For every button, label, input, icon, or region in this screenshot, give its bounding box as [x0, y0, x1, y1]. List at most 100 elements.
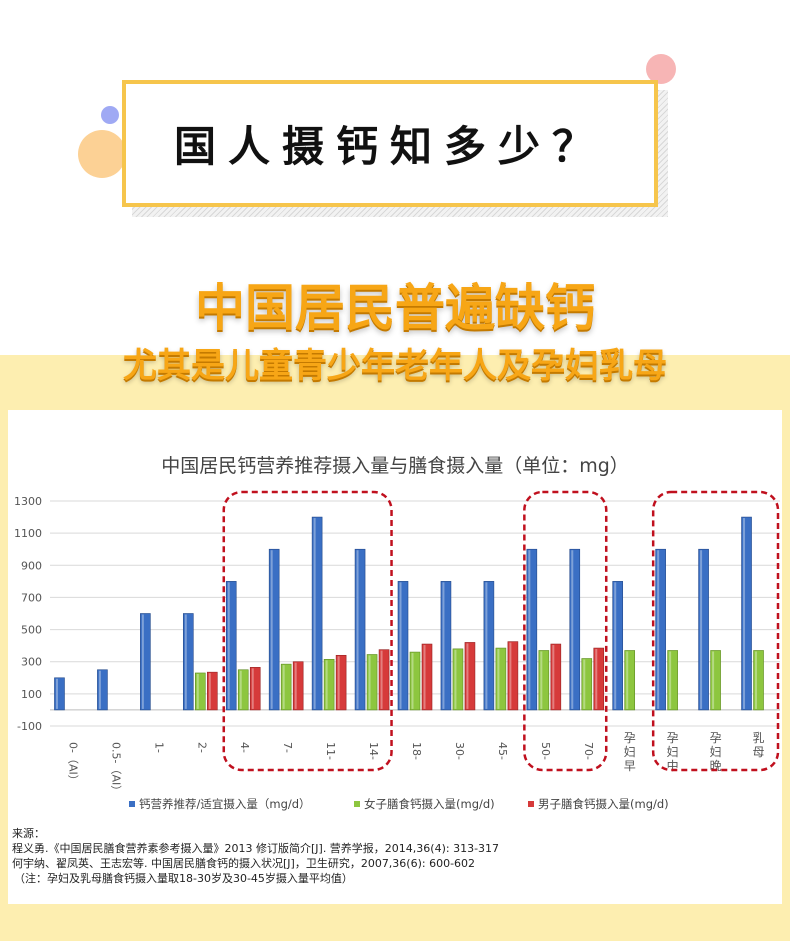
bar-recommended [54, 677, 65, 711]
bar-shine [700, 550, 703, 709]
y-tick-label: 700 [21, 591, 42, 604]
x-tick-label: 孕妇中 [667, 731, 679, 773]
bar-male [507, 641, 519, 711]
bar-shine [294, 662, 297, 709]
highlight-group-box [523, 490, 608, 772]
chart-title: 中国居民钙营养推荐摄入量与膳食摄入量（单位：mg） [161, 455, 629, 477]
bar-recommended [440, 581, 452, 711]
bar-shine [528, 550, 531, 709]
source-ref-2: 何宇纳、翟凤英、王志宏等. 中国居民膳食钙的摄入状况[J]，卫生研究，2007,… [12, 857, 476, 870]
bar-shine [583, 659, 586, 709]
decor-circle-orange [78, 130, 126, 178]
legend-entry: 男子膳食钙摄入量(mg/d) [538, 797, 669, 811]
decor-circle-blue [101, 106, 119, 124]
bar-shine [184, 614, 187, 709]
bar-female [753, 650, 764, 711]
bar-shine [614, 582, 617, 709]
bar-shine [337, 656, 340, 709]
bar-shine [313, 518, 316, 709]
bar-male [335, 654, 347, 711]
bar-male [550, 643, 562, 711]
bar-shine [509, 642, 512, 709]
bar-shine [380, 650, 383, 709]
bar-male [249, 667, 261, 711]
bar-male [421, 643, 433, 711]
bar-recommended [354, 548, 366, 711]
decor-circle-pink [646, 54, 676, 84]
bar-shine [227, 582, 230, 709]
x-tick-label: 50- [539, 742, 552, 760]
bar-shine [399, 582, 402, 709]
bar-shine [239, 670, 242, 709]
highlight-group-box [222, 490, 393, 772]
headline: 中国居民普遍缺钙 [195, 279, 595, 337]
bar-shine [571, 550, 574, 709]
bar-male [292, 661, 304, 711]
x-tick-label: 30- [453, 742, 466, 760]
bar-shine [356, 550, 359, 709]
bar-shine [423, 645, 426, 709]
bar-shine [595, 649, 598, 709]
bar-female [667, 650, 678, 711]
y-tick-label: 1100 [14, 527, 42, 540]
bar-shine [325, 660, 328, 709]
bar-shine [466, 643, 469, 709]
title-box: 国人摄钙知多少？ [122, 80, 658, 207]
bar-shine [55, 678, 58, 709]
bar-male [593, 647, 605, 711]
x-tick-label: 45- [496, 742, 509, 760]
sources-label: 来源： [12, 827, 45, 840]
bar-shine [98, 670, 101, 709]
bar-shine [196, 673, 199, 709]
y-tick-label: 500 [21, 624, 42, 637]
y-tick-label: 900 [21, 559, 42, 572]
bar-female [452, 648, 464, 711]
x-tick-label: 2- [195, 742, 208, 753]
bar-recommended [225, 581, 237, 711]
bar-recommended [612, 581, 624, 711]
bar-recommended [483, 581, 495, 711]
bar-shine [454, 649, 457, 709]
y-tick-label: 100 [21, 688, 42, 701]
bar-shine [497, 649, 500, 709]
bar-female [710, 650, 721, 711]
bar-recommended [182, 613, 194, 711]
x-tick-label: 乳母 [753, 731, 765, 759]
bar-shine [270, 550, 273, 709]
bar-recommended [655, 548, 666, 711]
source-ref-1: 程义勇.《中国居民膳食营养素参考摄入量》2013 修订版简介[J]. 营养学报，… [12, 842, 500, 855]
bar-female [495, 647, 507, 711]
bar-recommended [397, 581, 409, 711]
x-tick-label: 孕妇晚 [710, 731, 722, 773]
y-tick-label: 1300 [14, 495, 42, 508]
bar-shine [251, 668, 254, 709]
bar-female [366, 654, 378, 711]
bar-male [206, 671, 218, 711]
bar-shine [669, 651, 672, 709]
subheadline: 尤其是儿童青少年老年人及孕妇乳母 [123, 346, 667, 386]
bar-female [237, 669, 249, 711]
bar-shine [743, 518, 746, 709]
bar-recommended [97, 669, 108, 711]
x-tick-label: 0-（AI） [66, 742, 79, 786]
bar-shine [368, 655, 371, 709]
bar-recommended [268, 548, 280, 711]
legend-swatch [354, 801, 360, 807]
legend-entry: 女子膳食钙摄入量(mg/d) [364, 797, 495, 811]
bar-recommended [569, 548, 581, 711]
x-tick-label: 1- [152, 742, 165, 753]
highlight-group-box [651, 490, 780, 772]
bar-female [581, 658, 593, 711]
page-title: 国人摄钙知多少？ [173, 122, 606, 171]
bar-female [538, 650, 550, 711]
bar-shine [712, 651, 715, 709]
x-tick-label: 14- [367, 742, 380, 760]
bar-male [378, 649, 390, 711]
bar-shine [141, 614, 144, 709]
bar-shine [552, 645, 555, 709]
bar-female [624, 650, 636, 711]
bar-recommended [741, 516, 752, 711]
bar-recommended [698, 548, 709, 711]
bar-shine [540, 651, 543, 709]
